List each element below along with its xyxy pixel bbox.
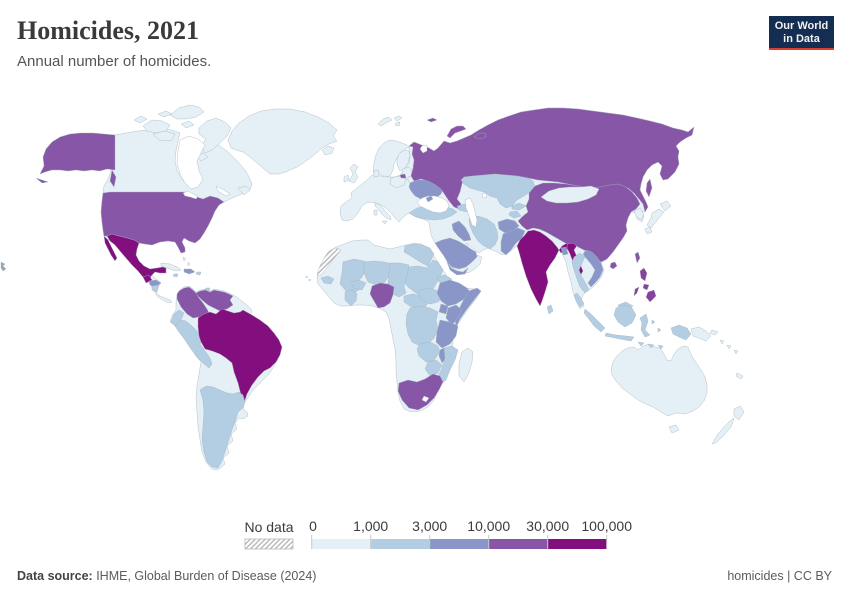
svg-text:10,000: 10,000 <box>467 518 510 534</box>
svg-text:3,000: 3,000 <box>412 518 447 534</box>
svg-text:100,000: 100,000 <box>581 518 632 534</box>
svg-text:No data: No data <box>244 519 293 535</box>
svg-text:0: 0 <box>309 518 317 534</box>
svg-text:30,000: 30,000 <box>526 518 569 534</box>
svg-text:1,000: 1,000 <box>353 518 388 534</box>
